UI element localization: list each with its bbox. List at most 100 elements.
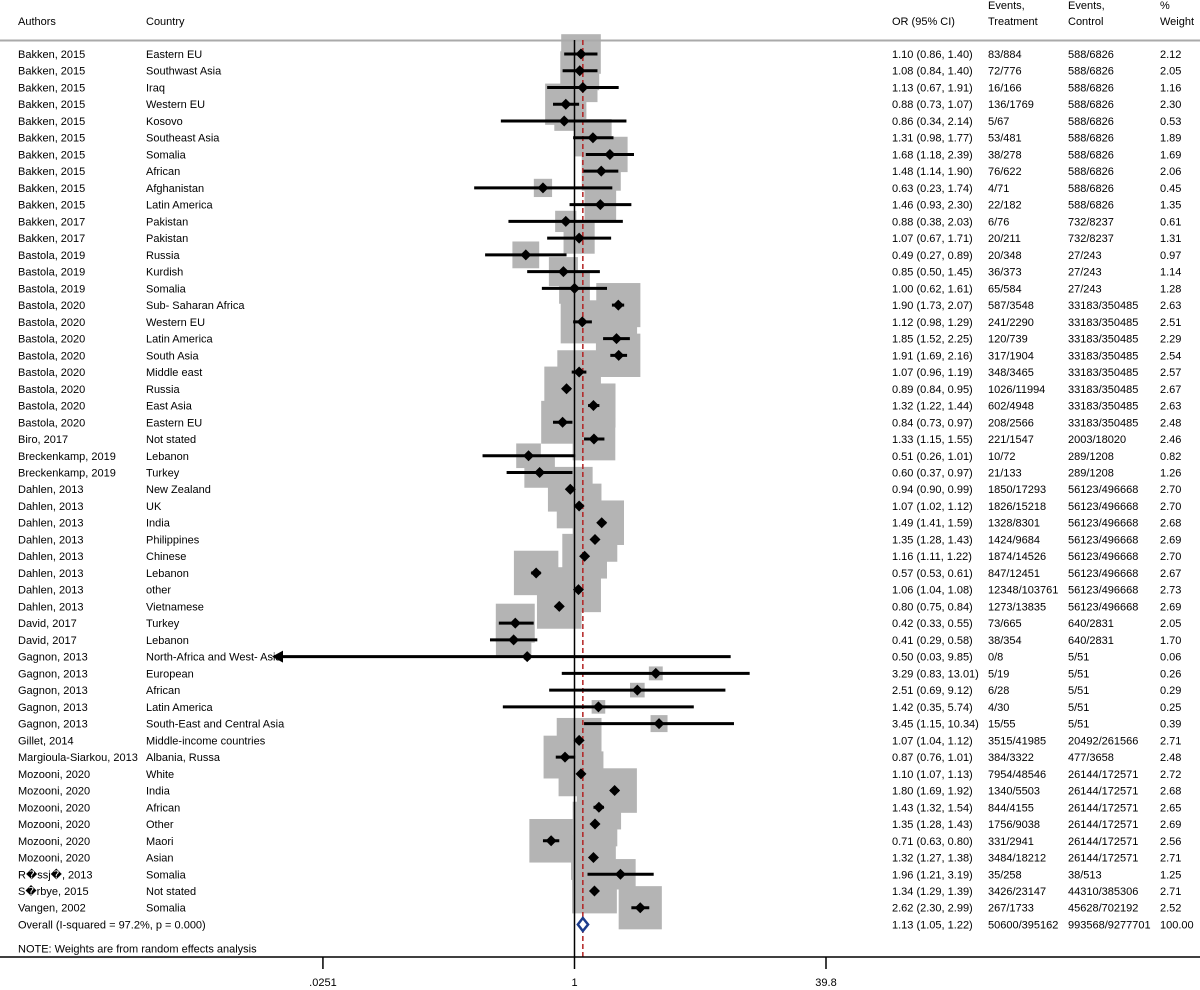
row-author: Bakken, 2015	[18, 200, 85, 212]
row-author: Dahlen, 2013	[18, 551, 83, 563]
row-or-ci: 2.62 (2.30, 2.99)	[892, 903, 973, 915]
row-weight: 2.29	[1160, 334, 1181, 346]
row-country: Asian	[146, 853, 174, 865]
point-estimate	[545, 835, 557, 847]
row-events-treatment: 20/348	[988, 250, 1022, 262]
point-estimate	[653, 718, 665, 730]
row-author: Bastola, 2020	[18, 401, 85, 413]
row-or-ci: 1.08 (0.84, 1.40)	[892, 66, 973, 78]
row-events-control: 33183/350485	[1068, 384, 1138, 396]
row-author: Dahlen, 2013	[18, 534, 83, 546]
row-or-ci: 1.42 (0.35, 5.74)	[892, 702, 973, 714]
row-weight: 2.68	[1160, 786, 1181, 798]
row-weight: 2.71	[1160, 886, 1181, 898]
row-country: Eastern EU	[146, 417, 202, 429]
point-estimate	[612, 299, 624, 311]
row-events-treatment: 1874/14526	[988, 551, 1046, 563]
row-country: Somalia	[146, 869, 187, 881]
point-estimate	[596, 517, 608, 529]
row-author: Gagnon, 2013	[18, 685, 88, 697]
row-country: other	[146, 585, 171, 597]
overall-events-control: 993568/9277701	[1068, 919, 1151, 931]
row-events-control: 56123/496668	[1068, 601, 1138, 613]
row-or-ci: 1.49 (1.41, 1.59)	[892, 518, 973, 530]
row-weight: 2.54	[1160, 350, 1181, 362]
row-or-ci: 0.71 (0.63, 0.80)	[892, 836, 973, 848]
row-author: Bastola, 2019	[18, 283, 85, 295]
row-events-control: 640/2831	[1068, 618, 1114, 630]
row-events-control: 588/6826	[1068, 149, 1114, 161]
header-authors: Authors	[18, 16, 56, 28]
row-country: Russia	[146, 250, 181, 262]
row-or-ci: 0.88 (0.38, 2.03)	[892, 216, 973, 228]
row-country: Eastern EU	[146, 49, 202, 61]
overall-diamond	[576, 915, 590, 933]
row-weight: 0.26	[1160, 668, 1181, 680]
row-weight: 1.26	[1160, 468, 1181, 480]
row-weight: 2.30	[1160, 99, 1181, 111]
row-events-treatment: 6/76	[988, 216, 1009, 228]
row-weight: 0.61	[1160, 216, 1181, 228]
row-events-control: 588/6826	[1068, 99, 1114, 111]
row-country: Somalia	[146, 903, 187, 915]
row-or-ci: 0.57 (0.53, 0.61)	[892, 568, 973, 580]
row-weight: 1.28	[1160, 283, 1181, 295]
row-events-treatment: 241/2290	[988, 317, 1034, 329]
row-events-treatment: 3484/18212	[988, 853, 1046, 865]
row-weight: 2.05	[1160, 66, 1181, 78]
row-author: Dahlen, 2013	[18, 585, 83, 597]
row-events-treatment: 221/1547	[988, 434, 1034, 446]
row-author: Dahlen, 2013	[18, 518, 83, 530]
row-events-treatment: 15/55	[988, 719, 1016, 731]
row-country: UK	[146, 501, 162, 513]
row-author: Bakken, 2015	[18, 66, 85, 78]
row-country: African	[146, 685, 180, 697]
row-author: Dahlen, 2013	[18, 484, 83, 496]
row-events-control: 33183/350485	[1068, 300, 1138, 312]
row-events-treatment: 4/71	[988, 183, 1009, 195]
row-or-ci: 0.51 (0.26, 1.01)	[892, 451, 973, 463]
row-events-control: 732/8237	[1068, 233, 1114, 245]
ci-arrow-left	[272, 650, 283, 663]
row-or-ci: 1.00 (0.62, 1.61)	[892, 283, 973, 295]
point-estimate	[595, 165, 607, 177]
row-events-treatment: 1273/13835	[988, 601, 1046, 613]
row-events-treatment: 3515/41985	[988, 735, 1046, 747]
header-events-treatment-1: Events,	[988, 0, 1025, 12]
row-or-ci: 0.89 (0.84, 0.95)	[892, 384, 973, 396]
row-weight: 2.69	[1160, 819, 1181, 831]
row-author: David, 2017	[18, 618, 77, 630]
point-estimate	[573, 366, 585, 378]
row-events-treatment: 7954/48546	[988, 769, 1046, 781]
row-or-ci: 0.41 (0.29, 0.58)	[892, 635, 973, 647]
row-author: Bakken, 2015	[18, 133, 85, 145]
row-weight: 2.68	[1160, 518, 1181, 530]
header-country: Country	[146, 16, 185, 28]
row-or-ci: 1.80 (1.69, 1.92)	[892, 786, 973, 798]
row-author: Gagnon, 2013	[18, 668, 88, 680]
estimate-marks-layer	[272, 48, 750, 933]
point-estimate	[530, 567, 542, 579]
point-estimate	[587, 400, 599, 412]
row-events-treatment: 38/354	[988, 635, 1022, 647]
x-tick-label: .0251	[309, 977, 337, 989]
row-author: Mozooni, 2020	[18, 836, 90, 848]
row-country: Somalia	[146, 149, 187, 161]
row-or-ci: 1.96 (1.21, 3.19)	[892, 869, 973, 881]
row-or-ci: 1.34 (1.29, 1.39)	[892, 886, 973, 898]
row-author: Bastola, 2020	[18, 367, 85, 379]
row-events-treatment: 348/3465	[988, 367, 1034, 379]
row-weight: 0.53	[1160, 116, 1181, 128]
row-events-control: 588/6826	[1068, 200, 1114, 212]
row-events-control: 20492/261566	[1068, 735, 1138, 747]
row-or-ci: 1.90 (1.73, 2.07)	[892, 300, 973, 312]
point-estimate	[579, 550, 591, 562]
row-author: Mozooni, 2020	[18, 769, 90, 781]
row-country: Turkey	[146, 468, 180, 480]
row-events-control: 26144/172571	[1068, 853, 1138, 865]
row-country: South Asia	[146, 350, 199, 362]
row-events-control: 33183/350485	[1068, 367, 1138, 379]
row-events-control: 588/6826	[1068, 183, 1114, 195]
row-events-control: 588/6826	[1068, 49, 1114, 61]
row-or-ci: 3.45 (1.15, 10.34)	[892, 719, 979, 731]
